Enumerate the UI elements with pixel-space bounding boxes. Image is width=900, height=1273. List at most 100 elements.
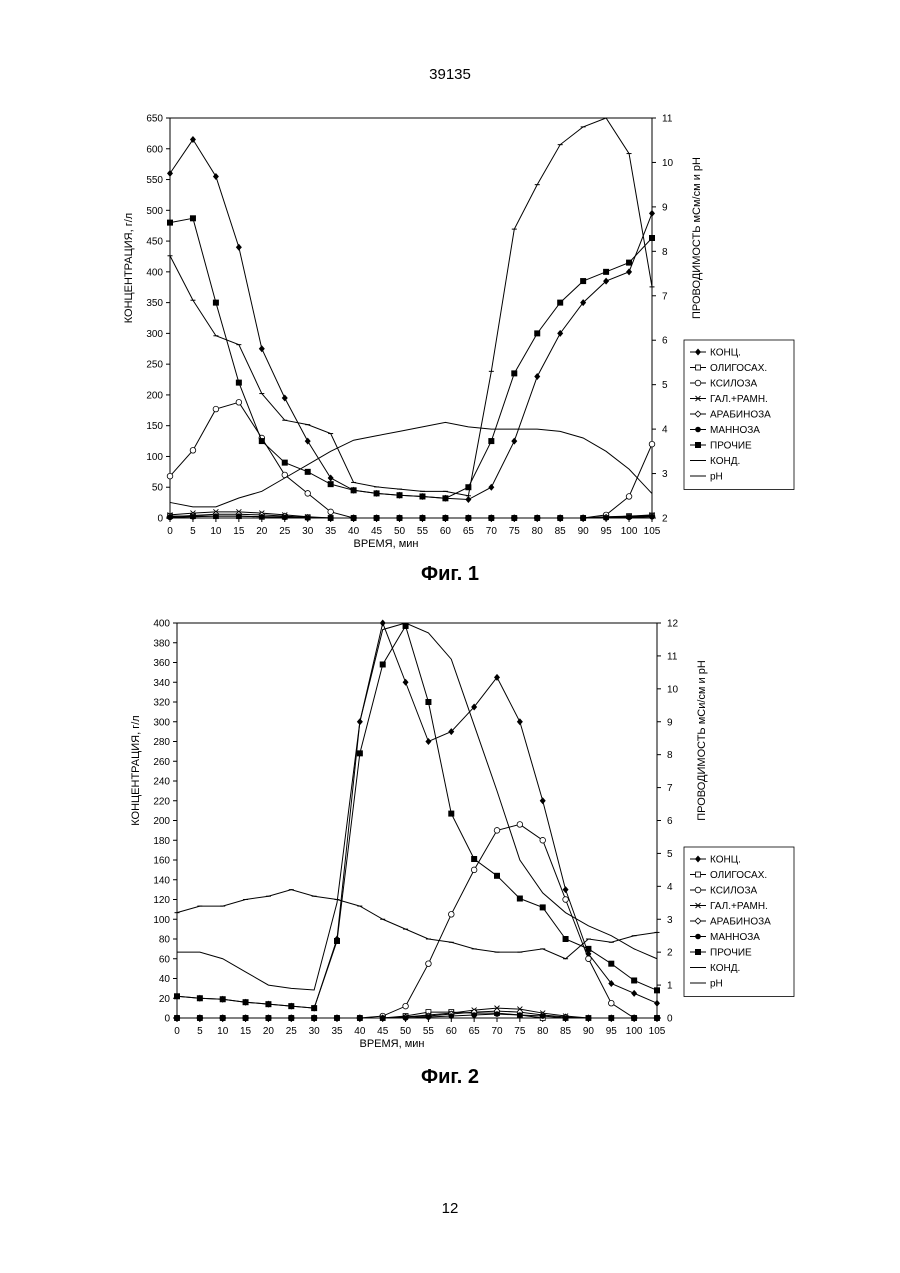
data-point [448, 1013, 454, 1019]
y-right-tick-label: 2 [667, 948, 673, 959]
data-point [265, 1001, 271, 1007]
data-point [305, 491, 311, 497]
data-point [374, 490, 380, 496]
x-tick-label: 35 [325, 526, 337, 537]
data-point [282, 460, 288, 466]
data-point [649, 441, 655, 447]
y-right-tick-label: 8 [662, 247, 668, 258]
y-left-tick-label: 240 [153, 777, 170, 788]
data-point [311, 1005, 317, 1011]
legend-label: ГАЛ.+РАМН. [710, 394, 768, 405]
y-left-tick-label: 140 [153, 875, 170, 886]
data-point [213, 406, 219, 412]
data-point [420, 515, 426, 521]
series-конд [168, 118, 655, 496]
data-point [626, 515, 632, 521]
y-right-tick-label: 3 [662, 469, 668, 480]
x-tick-label: 20 [263, 1026, 275, 1037]
data-point [190, 514, 196, 520]
y-left-tick-label: 300 [153, 717, 170, 728]
y-left-tick-label: 0 [157, 514, 163, 525]
data-point [167, 515, 173, 521]
x-tick-label: 90 [583, 1026, 595, 1037]
data-point [328, 481, 334, 487]
data-point [540, 837, 546, 843]
data-point [442, 495, 448, 501]
x-tick-label: 50 [394, 526, 406, 537]
y-right-tick-label: 11 [662, 114, 673, 125]
data-point [608, 1000, 614, 1006]
y-right-tick-label: 10 [662, 158, 674, 169]
x-tick-label: 30 [309, 1026, 321, 1037]
data-point [213, 513, 219, 519]
data-point [167, 473, 173, 479]
data-point [259, 345, 265, 352]
data-point [397, 492, 403, 498]
y-right-tick-label: 3 [667, 915, 673, 926]
legend-label: ГАЛ.+РАМН. [710, 901, 768, 912]
legend-label: ОЛИГОСАХ. [710, 363, 767, 374]
legend-label: КОНД. [710, 456, 740, 467]
data-point [328, 509, 334, 515]
series-манноза [167, 513, 655, 520]
series-ph [177, 623, 657, 990]
y-left-tick-label: 40 [159, 974, 171, 985]
data-point [426, 1014, 432, 1020]
data-point [236, 513, 242, 519]
data-point [220, 1015, 226, 1021]
data-point [488, 484, 494, 491]
data-point [654, 987, 660, 993]
data-point [465, 496, 471, 503]
data-point [236, 400, 242, 406]
data-point [603, 515, 609, 521]
y-right-tick-label: 12 [667, 619, 679, 630]
data-point [305, 469, 311, 475]
y-right-tick-label: 0 [667, 1014, 673, 1025]
data-point [282, 515, 288, 521]
data-point [608, 961, 614, 967]
y-left-tick-label: 160 [153, 856, 170, 867]
legend-label: АРАБИНОЗА [710, 410, 771, 421]
y-left-tick-label: 180 [153, 836, 170, 847]
series-line [177, 623, 657, 990]
x-tick-label: 60 [440, 526, 452, 537]
x-tick-label: 30 [302, 526, 314, 537]
x-axis-label: ВРЕМЯ, мин [353, 538, 418, 550]
y-left-tick-label: 280 [153, 737, 170, 748]
data-point [511, 515, 517, 521]
x-tick-label: 55 [417, 526, 429, 537]
series-line [177, 824, 657, 1018]
data-point [534, 515, 540, 521]
data-point [586, 956, 592, 962]
y-right-tick-label: 9 [662, 202, 668, 213]
figure-caption-1: Фиг. 1 [0, 563, 900, 586]
x-tick-label: 60 [446, 1026, 458, 1037]
y-right-tick-label: 8 [667, 750, 673, 761]
y-left-tick-label: 250 [146, 360, 163, 371]
series-line [170, 140, 652, 500]
data-point [580, 515, 586, 521]
data-point [603, 269, 609, 275]
series-ph [170, 422, 652, 506]
y-left-tick-label: 200 [146, 390, 163, 401]
y-left-tick-label: 380 [153, 638, 170, 649]
y-left-tick-label: 350 [146, 298, 163, 309]
figure-caption-2: Фиг. 2 [0, 1066, 900, 1089]
data-point [626, 260, 632, 266]
x-tick-label: 55 [423, 1026, 435, 1037]
data-point [357, 1015, 363, 1021]
data-point [563, 1015, 569, 1021]
data-point [585, 946, 591, 952]
legend-marker [696, 872, 701, 877]
y-right-tick-label: 4 [667, 882, 673, 893]
x-tick-label: 5 [197, 1026, 203, 1037]
x-tick-label: 0 [167, 526, 173, 537]
data-point [443, 515, 449, 521]
x-tick-label: 20 [256, 526, 268, 537]
page-number-bottom: 12 [0, 1200, 900, 1217]
legend-marker [695, 442, 701, 448]
data-point [357, 750, 363, 756]
data-point [471, 867, 477, 873]
data-point [557, 515, 563, 521]
data-point [351, 487, 357, 493]
